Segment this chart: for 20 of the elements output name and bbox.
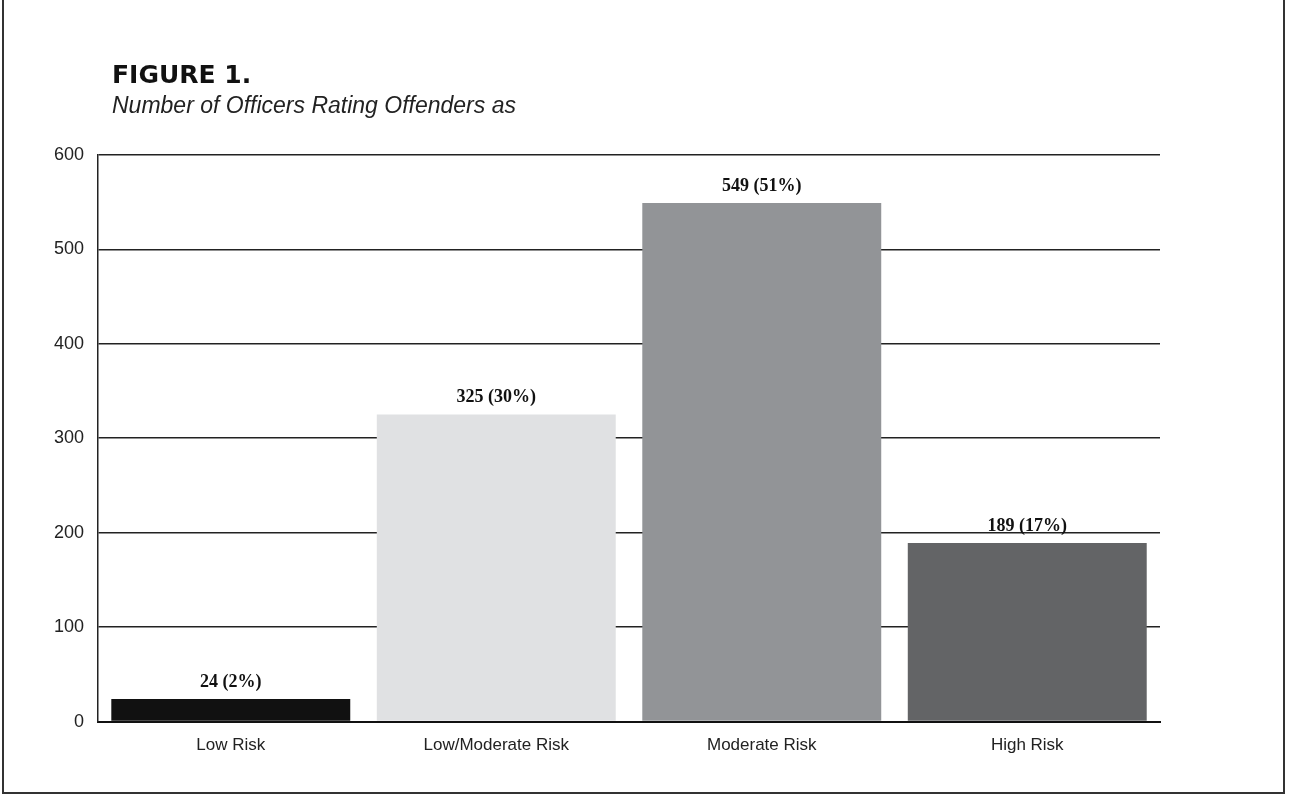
bar bbox=[642, 202, 882, 721]
x-tick-label: Low/Moderate Risk bbox=[423, 735, 570, 755]
data-label: 189 (17%) bbox=[987, 514, 1067, 536]
y-tick-label: 300 bbox=[53, 427, 85, 448]
bar bbox=[907, 543, 1147, 721]
y-tick-label: 500 bbox=[53, 238, 85, 259]
x-tick-label: Low Risk bbox=[196, 735, 266, 755]
y-tick-label: 200 bbox=[53, 521, 85, 542]
bar bbox=[376, 414, 616, 721]
x-tick-label: Moderate Risk bbox=[706, 735, 818, 755]
x-tick-label: High Risk bbox=[990, 735, 1065, 755]
y-tick-label: 400 bbox=[53, 332, 85, 353]
y-tick-label: 0 bbox=[74, 710, 85, 731]
chart-subtitle: Number of Officers Rating Offenders as bbox=[112, 92, 516, 119]
chart-title: FIGURE 1. bbox=[112, 60, 252, 89]
y-tick-label: 600 bbox=[53, 143, 85, 164]
y-tick-label: 100 bbox=[53, 616, 85, 637]
data-label: 24 (2%) bbox=[200, 670, 262, 692]
data-label: 549 (51%) bbox=[722, 174, 802, 196]
data-label: 325 (30%) bbox=[456, 386, 537, 408]
